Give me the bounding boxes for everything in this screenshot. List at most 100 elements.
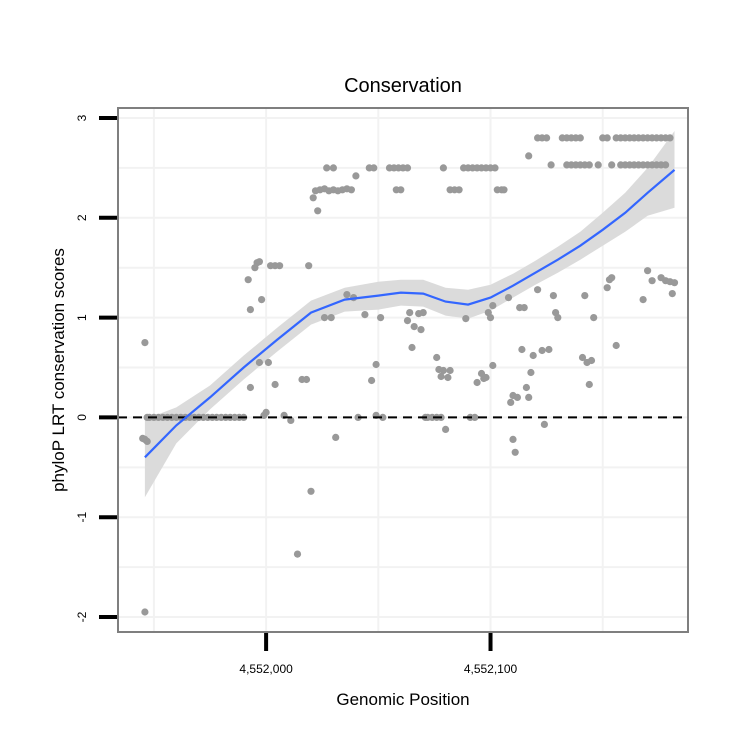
data-point [307,487,315,495]
data-point [545,345,553,354]
data-point [347,186,355,194]
data-point [403,317,412,325]
data-point [500,186,508,194]
data-point [370,164,378,172]
data-point [522,383,531,392]
data-point [314,207,322,215]
data-point [525,393,533,401]
data-point [302,375,311,384]
data-point [442,425,450,433]
data-point [612,341,620,350]
y-axis-title: phyloP LRT conservation scores [49,248,68,492]
data-point [397,186,405,194]
data-point [379,413,387,421]
data-point [327,314,335,322]
data-point [473,378,481,387]
data-point [585,380,593,389]
data-point [361,311,369,319]
data-point [529,351,537,360]
smooth-line-layer [144,169,676,459]
data-point [433,353,441,362]
data-point [255,358,263,367]
data-point [608,161,616,169]
data-point [578,353,587,362]
data-point [408,343,416,352]
data-point [603,134,611,142]
data-point [437,372,445,381]
data-point [534,286,542,294]
data-point [139,434,147,442]
data-point [662,161,670,169]
data-point [305,262,313,270]
smooth-line [144,169,676,459]
data-point [329,164,337,172]
data-point [246,306,254,314]
y-tick-label: 1 [75,314,89,321]
data-point [518,345,526,354]
data-point [486,314,495,322]
data-point [585,161,593,169]
data-point [527,368,535,377]
data-point [444,373,452,382]
x-tick-label: 4,552,100 [464,662,518,676]
data-point [372,360,380,369]
x-axis: 4,552,000 4,552,100 [239,633,518,676]
data-point [482,373,490,382]
data-point [320,314,329,322]
data-point [258,296,266,304]
data-point [264,358,272,367]
data-point [262,408,270,416]
data-point [670,279,679,287]
x-axis-title: Genomic Position [336,690,469,709]
data-point [489,361,497,370]
data-point [439,164,447,172]
data-point [513,393,522,401]
data-point [668,290,676,298]
data-point [540,420,549,428]
data-point [549,292,558,300]
data-point [406,309,414,317]
data-point [644,267,652,275]
data-point [352,172,360,180]
y-tick-label: -2 [75,611,89,622]
data-point [332,433,340,441]
data-point [594,161,602,169]
data-point [309,194,317,202]
data-point [244,276,252,284]
data-point [141,608,149,616]
data-point [520,304,528,312]
data-point [276,262,284,270]
grid-lines [118,108,688,632]
data-point [323,164,331,172]
data-point [287,416,295,424]
data-point [509,435,517,443]
data-point [547,161,555,169]
data-point [603,284,611,292]
data-point [504,294,513,302]
data-point [639,296,647,304]
data-point [587,356,596,365]
x-tick-label: 4,552,000 [239,662,293,676]
data-point [543,134,551,142]
data-point [581,292,589,300]
data-point [491,164,499,172]
data-point [410,323,418,331]
data-point [403,164,412,172]
data-point [446,366,454,375]
data-point [455,186,463,194]
data-point [590,314,598,322]
data-point [141,339,149,347]
data-point [439,366,447,375]
y-tick-label: 0 [75,414,89,421]
data-point [255,258,263,266]
data-point [608,274,616,282]
y-tick-label: -1 [75,512,89,523]
data-point [419,309,427,317]
data-point [576,134,584,142]
data-point [377,314,385,322]
data-point [648,277,656,285]
data-point [525,152,533,160]
panel-border [117,107,689,633]
points-layer [139,134,679,616]
